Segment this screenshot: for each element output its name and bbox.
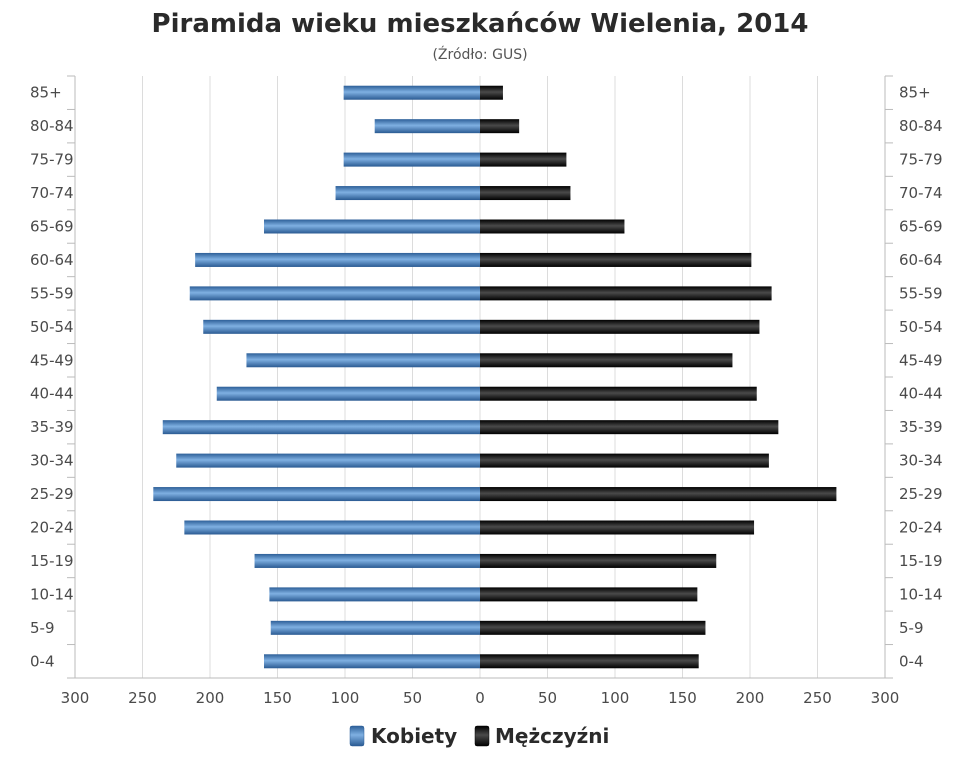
x-tick-label: 100 bbox=[331, 689, 360, 707]
category-label-right: 70-74 bbox=[899, 184, 943, 202]
bar-mezczyzni-85+[interactable] bbox=[480, 85, 503, 100]
x-tick-label: 200 bbox=[196, 689, 225, 707]
legend-swatch-mezczyzni[interactable] bbox=[474, 725, 490, 747]
category-label-right: 65-69 bbox=[899, 218, 943, 236]
axis-layer bbox=[67, 75, 893, 679]
category-label-left: 80-84 bbox=[30, 117, 74, 135]
bar-mezczyzni-0-4[interactable] bbox=[480, 654, 699, 669]
category-label-right: 75-79 bbox=[899, 151, 943, 169]
category-label-right: 60-64 bbox=[899, 251, 943, 269]
x-tick-label: 0 bbox=[475, 689, 485, 707]
legend-label-mezczyzni[interactable]: Mężczyźni bbox=[495, 724, 609, 748]
category-label-left: 35-39 bbox=[30, 418, 74, 436]
bar-kobiety-10-14[interactable] bbox=[269, 587, 480, 602]
tick-label-layer: 300 250 200 150 100 50 0 50 100 150 200 250 300 bbox=[61, 689, 900, 707]
bar-kobiety-15-19[interactable] bbox=[254, 553, 480, 568]
category-label-right: 80-84 bbox=[899, 117, 943, 135]
x-tick-label: 50 bbox=[538, 689, 557, 707]
bar-layer bbox=[153, 85, 837, 669]
bar-mezczyzni-35-39[interactable] bbox=[480, 420, 779, 435]
bar-kobiety-50-54[interactable] bbox=[203, 319, 480, 334]
x-tick-label: 200 bbox=[736, 689, 765, 707]
bar-mezczyzni-10-14[interactable] bbox=[480, 587, 698, 602]
bar-kobiety-60-64[interactable] bbox=[195, 252, 480, 267]
category-label-left: 20-24 bbox=[30, 519, 74, 537]
bar-mezczyzni-50-54[interactable] bbox=[480, 319, 760, 334]
category-label-left: 75-79 bbox=[30, 151, 74, 169]
chart-subtitle: (Źródło: GUS) bbox=[432, 45, 527, 63]
bar-mezczyzni-20-24[interactable] bbox=[480, 520, 755, 535]
bar-mezczyzni-25-29[interactable] bbox=[480, 487, 837, 502]
category-label-left: 10-14 bbox=[30, 585, 74, 603]
category-label-left: 60-64 bbox=[30, 251, 74, 269]
bar-kobiety-20-24[interactable] bbox=[184, 520, 480, 535]
legend-label-kobiety[interactable]: Kobiety bbox=[371, 724, 457, 748]
bar-kobiety-75-79[interactable] bbox=[343, 152, 480, 167]
legend-swatch-kobiety[interactable] bbox=[349, 725, 365, 747]
category-label-right: 25-29 bbox=[899, 485, 943, 503]
x-tick-label: 100 bbox=[601, 689, 630, 707]
bar-mezczyzni-5-9[interactable] bbox=[480, 620, 706, 635]
category-label-right: 5-9 bbox=[899, 619, 924, 637]
bar-mezczyzni-55-59[interactable] bbox=[480, 286, 772, 301]
bar-kobiety-85+[interactable] bbox=[343, 85, 480, 100]
category-label-left: 45-49 bbox=[30, 351, 74, 369]
category-label-right: 55-59 bbox=[899, 284, 943, 302]
category-label-right: 40-44 bbox=[899, 385, 943, 403]
category-label-right: 35-39 bbox=[899, 418, 943, 436]
x-tick-label: 50 bbox=[403, 689, 422, 707]
bar-mezczyzni-60-64[interactable] bbox=[480, 252, 752, 267]
category-label-left: 70-74 bbox=[30, 184, 74, 202]
x-tick-label: 250 bbox=[803, 689, 832, 707]
category-label-right: 15-19 bbox=[899, 552, 943, 570]
bar-kobiety-45-49[interactable] bbox=[246, 353, 480, 368]
category-label-left: 5-9 bbox=[30, 619, 55, 637]
bar-kobiety-40-44[interactable] bbox=[216, 386, 480, 401]
category-label-right: 10-14 bbox=[899, 585, 943, 603]
bar-kobiety-35-39[interactable] bbox=[162, 420, 480, 435]
category-label-right: 30-34 bbox=[899, 452, 943, 470]
category-label-layer: 85+ 85+ 80-84 80-84 75-79 75-79 70-74 70-74 65-6… bbox=[30, 84, 943, 671]
category-label-left: 50-54 bbox=[30, 318, 74, 336]
legend: Kobiety Mężczyźni bbox=[349, 724, 609, 748]
bar-kobiety-0-4[interactable] bbox=[264, 654, 480, 669]
category-label-left: 0-4 bbox=[30, 652, 55, 670]
bar-mezczyzni-15-19[interactable] bbox=[480, 553, 717, 568]
x-tick-label: 300 bbox=[61, 689, 90, 707]
chart-title: Piramida wieku mieszkańców Wielenia, 201… bbox=[152, 9, 809, 39]
category-label-left: 85+ bbox=[30, 84, 62, 102]
bar-kobiety-55-59[interactable] bbox=[189, 286, 480, 301]
bar-mezczyzni-40-44[interactable] bbox=[480, 386, 757, 401]
category-label-right: 0-4 bbox=[899, 652, 924, 670]
bar-kobiety-80-84[interactable] bbox=[374, 119, 480, 134]
category-label-right: 50-54 bbox=[899, 318, 943, 336]
category-label-left: 40-44 bbox=[30, 385, 74, 403]
category-label-left: 25-29 bbox=[30, 485, 74, 503]
bar-mezczyzni-75-79[interactable] bbox=[480, 152, 567, 167]
bar-kobiety-30-34[interactable] bbox=[176, 453, 480, 468]
category-label-left: 55-59 bbox=[30, 284, 74, 302]
bar-kobiety-5-9[interactable] bbox=[270, 620, 480, 635]
bar-kobiety-70-74[interactable] bbox=[335, 186, 480, 201]
category-label-right: 85+ bbox=[899, 84, 931, 102]
category-label-left: 65-69 bbox=[30, 218, 74, 236]
bar-mezczyzni-45-49[interactable] bbox=[480, 353, 733, 368]
category-label-right: 20-24 bbox=[899, 519, 943, 537]
bar-kobiety-25-29[interactable] bbox=[153, 487, 481, 502]
bar-mezczyzni-70-74[interactable] bbox=[480, 186, 571, 201]
bar-mezczyzni-30-34[interactable] bbox=[480, 453, 769, 468]
bar-mezczyzni-80-84[interactable] bbox=[480, 119, 520, 134]
category-label-left: 30-34 bbox=[30, 452, 74, 470]
category-label-right: 45-49 bbox=[899, 351, 943, 369]
x-tick-label: 250 bbox=[128, 689, 157, 707]
x-tick-label: 150 bbox=[263, 689, 292, 707]
bar-mezczyzni-65-69[interactable] bbox=[480, 219, 625, 234]
x-tick-label: 300 bbox=[871, 689, 900, 707]
bar-kobiety-65-69[interactable] bbox=[264, 219, 480, 234]
category-label-left: 15-19 bbox=[30, 552, 74, 570]
x-tick-label: 150 bbox=[668, 689, 697, 707]
